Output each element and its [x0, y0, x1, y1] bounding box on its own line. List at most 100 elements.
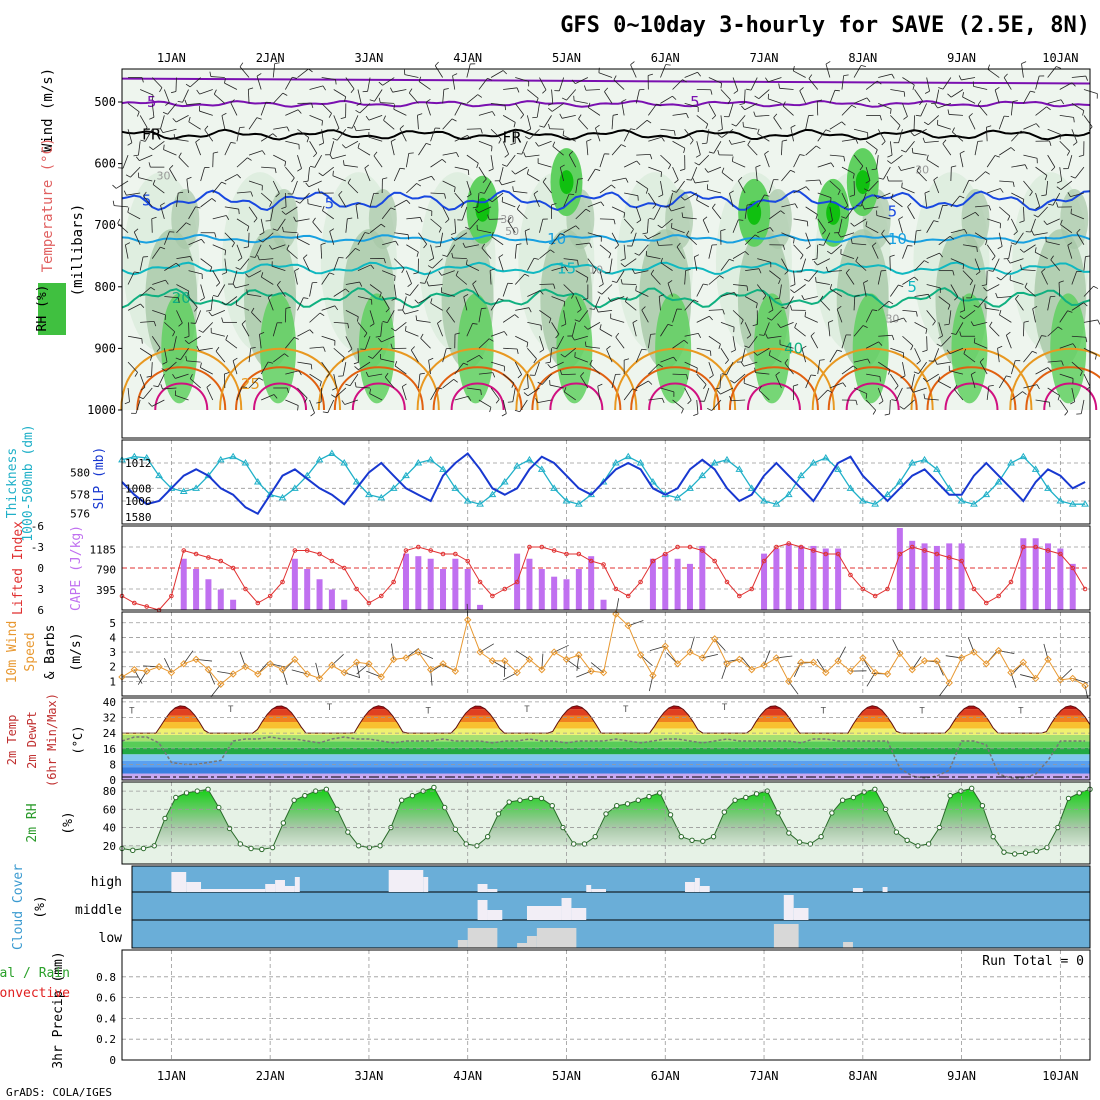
- contour-label-9: 15: [557, 259, 576, 277]
- cape-ylabel: CAPE (J/kg): [69, 525, 84, 611]
- rh-ylabel-units: (%): [61, 811, 76, 834]
- wind-barb-feather: [134, 372, 138, 377]
- wind-barb: [212, 181, 222, 194]
- wind-barb-feather: [744, 345, 750, 348]
- wind-barb-feather: [729, 258, 735, 262]
- wind-barb: [574, 335, 588, 341]
- wind-point: [180, 660, 188, 668]
- wind-barb: [686, 234, 698, 246]
- wind-barb-feather: [1050, 255, 1054, 261]
- wind-barb: [575, 296, 582, 310]
- wind-barb-feather: [825, 61, 831, 65]
- wind-barb: [333, 288, 346, 297]
- wind-barb-feather: [461, 102, 467, 105]
- li-point: [625, 593, 631, 599]
- wind-barb: [224, 142, 232, 156]
- wind-barb: [452, 257, 467, 260]
- wind-line: [121, 613, 1086, 687]
- wind-barb: [744, 204, 748, 219]
- wind-barb: [198, 347, 213, 351]
- contour-label-5: 5: [325, 195, 335, 213]
- wind-barb: [160, 205, 165, 219]
- wind-point: [315, 674, 324, 683]
- wind-barb: [211, 332, 225, 337]
- wind-barb-feather: [701, 142, 707, 145]
- wind-barb-feather: [862, 325, 868, 328]
- wind-barb-feather: [444, 193, 447, 199]
- cloud-mid-2: [526, 906, 562, 920]
- wind-point: [822, 668, 830, 677]
- wind-barb: [442, 348, 447, 363]
- wind-barb-feather: [322, 411, 328, 414]
- wind-barb: [604, 91, 613, 104]
- wind-barb-feather: [621, 144, 626, 148]
- wind-barb-feather: [865, 221, 868, 227]
- wind-barb: [139, 256, 144, 271]
- wind-barb-feather: [1058, 280, 1064, 283]
- wind-barb-feather: [320, 242, 326, 246]
- wind-barb: [364, 336, 371, 350]
- wind-barb: [285, 77, 293, 90]
- wind-barb-feather: [560, 353, 566, 358]
- wind-barb-feather: [316, 401, 322, 404]
- wind-barb: [606, 349, 613, 363]
- cloud-mid-0: [477, 900, 488, 920]
- wind-barb-feather: [799, 154, 805, 156]
- wind-point: [513, 668, 521, 677]
- wind-barb-feather: [138, 396, 144, 400]
- wind-barb: [648, 166, 662, 173]
- wind-barb-feather: [843, 74, 849, 77]
- wind-barb-feather: [282, 226, 284, 232]
- wind-barb: [696, 315, 710, 323]
- wind-barb-feather: [716, 390, 721, 395]
- wind-barb-feather: [970, 321, 974, 326]
- wind-barb: [127, 335, 142, 340]
- wind-barb-feather: [528, 307, 532, 313]
- wind-barb: [1011, 164, 1026, 168]
- wind-barb-feather: [1057, 326, 1063, 330]
- wind-barb-feather: [501, 413, 507, 417]
- wind-barb-feather: [552, 141, 556, 147]
- wind-barb-feather: [364, 232, 370, 235]
- wind-barb: [962, 211, 976, 220]
- wind-barb: [492, 192, 504, 203]
- wind-barb: [793, 154, 801, 168]
- wind-barb-feather: [584, 85, 587, 91]
- wind-barb: [303, 257, 310, 271]
- wind-barb-feather: [281, 210, 286, 215]
- wind-barb: [840, 232, 855, 238]
- wind-barb: [272, 63, 276, 78]
- wind-barb-feather: [1067, 192, 1071, 197]
- wind-barb-feather: [872, 242, 877, 247]
- ua-ylabel-wind: Wind (m/s): [40, 68, 56, 152]
- wind-barb: [775, 375, 782, 389]
- wind-barb-feather: [849, 194, 855, 197]
- wind-barb: [924, 140, 939, 143]
- wind-barb: [756, 194, 765, 208]
- top-date-10JAN: 10JAN: [1042, 51, 1078, 65]
- cape-bar: [810, 545, 817, 610]
- wind-barb-feather: [850, 222, 855, 227]
- wind-barb-feather: [318, 172, 323, 177]
- wind-barb-feather: [535, 142, 539, 147]
- wind-barb-feather: [1022, 391, 1027, 395]
- wind-barb-feather: [465, 259, 468, 265]
- wind-barb-feather: [827, 389, 833, 393]
- wind-barb: [597, 386, 601, 401]
- wind-barb: [563, 258, 578, 261]
- li-point: [255, 600, 261, 606]
- wind-barb-feather: [230, 142, 236, 144]
- wind-barb-feather: [268, 361, 274, 364]
- wind-point: [612, 610, 620, 618]
- wind-barb: [575, 77, 589, 85]
- wind-barb: [248, 117, 258, 130]
- wind-barb-feather: [555, 333, 560, 339]
- wind-barb: [442, 206, 450, 220]
- contour-label-3: FR: [503, 129, 522, 147]
- wind-barb-feather: [632, 388, 638, 392]
- cape-bar: [946, 543, 953, 610]
- wind-barb-feather: [426, 281, 430, 287]
- wind-barb: [732, 336, 736, 351]
- temp-loop: [811, 348, 934, 411]
- wind-barb: [986, 386, 990, 401]
